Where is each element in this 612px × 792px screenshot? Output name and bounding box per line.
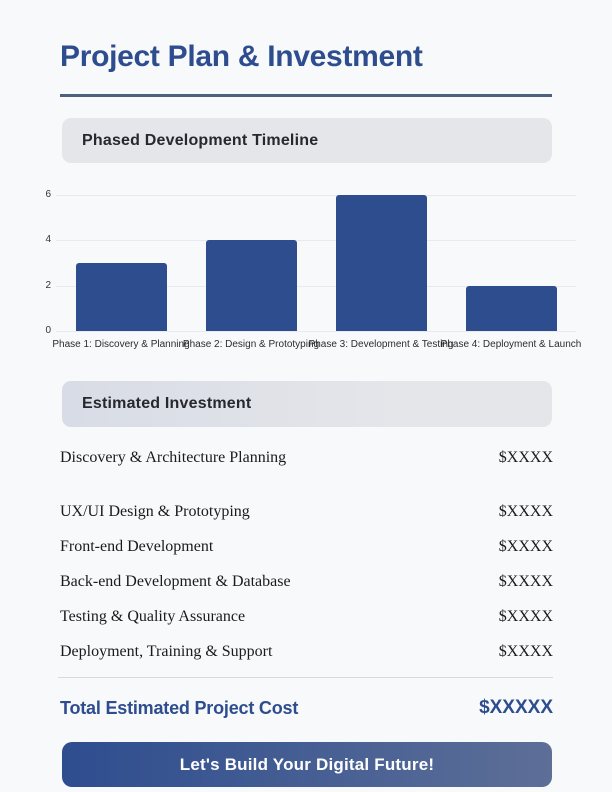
x-tick-label: Phase 3: Development & Testing xyxy=(308,339,454,350)
bar xyxy=(465,285,557,331)
gridline xyxy=(56,331,576,332)
cta-button[interactable]: Let's Build Your Digital Future! xyxy=(62,742,552,787)
table-row: Testing & Quality Assurance $XXXX xyxy=(60,608,553,628)
bar xyxy=(335,195,427,331)
row-label: Deployment, Training & Support xyxy=(60,643,273,660)
investment-section-title: Estimated Investment xyxy=(82,395,252,412)
x-tick-label: Phase 2: Design & Prototyping xyxy=(182,339,320,350)
investment-table: Discovery & Architecture Planning $XXXX … xyxy=(60,449,553,678)
row-label: UX/UI Design & Prototyping xyxy=(60,503,250,520)
gridline xyxy=(56,240,576,242)
title-underline-rule xyxy=(60,94,552,97)
total-divider-line xyxy=(58,677,553,678)
table-row: UX/UI Design & Prototyping $XXXX xyxy=(60,503,553,523)
row-value: $XXXX xyxy=(498,503,553,520)
row-label: Discovery & Architecture Planning xyxy=(60,449,287,466)
table-row: Deployment, Training & Support $XXXX xyxy=(60,643,553,663)
timeline-section-header: Phased Development Timeline xyxy=(62,118,552,163)
cta-button-label: Let's Build Your Digital Future! xyxy=(179,754,435,774)
row-value: $XXXX xyxy=(498,573,553,590)
gridline xyxy=(56,195,576,196)
total-row: Total Estimated Project Cost $XXXXX xyxy=(60,695,553,721)
bar xyxy=(205,240,297,331)
page-title: Project Plan & Investment xyxy=(60,40,423,73)
row-label: Testing & Quality Assurance xyxy=(60,608,246,625)
y-tick-label: 0 xyxy=(45,325,51,336)
row-label: Back-end Development & Database xyxy=(60,573,291,590)
y-tick-label: 4 xyxy=(45,234,51,246)
row-value: $XXXX xyxy=(498,643,553,660)
x-tick-label: Phase 4: Deployment & Launch xyxy=(440,339,582,350)
row-value: $XXXX xyxy=(498,538,553,555)
row-value: $XXXX xyxy=(498,608,553,625)
bar xyxy=(75,263,167,331)
table-row: Discovery & Architecture Planning $XXXX xyxy=(60,449,553,469)
y-tick-label: 2 xyxy=(45,279,51,291)
total-value: $XXXXX xyxy=(479,697,553,718)
total-label: Total Estimated Project Cost xyxy=(60,697,299,718)
x-tick-label: Phase 1: Discovery & Planning xyxy=(52,339,190,350)
investment-section-header: Estimated Investment xyxy=(62,381,552,427)
row-value: $XXXX xyxy=(498,449,553,466)
table-row: Front-end Development $XXXX xyxy=(60,538,553,558)
row-label: Front-end Development xyxy=(60,538,214,555)
gridline xyxy=(56,285,576,287)
phase-timeline-bar-chart: 0 2 4 6 Phase 1: Discovery & Planning Phase 2… xyxy=(0,0,612,360)
table-row: Back-end Development & Database $XXXX xyxy=(60,573,553,593)
timeline-section-title: Phased Development Timeline xyxy=(82,131,319,149)
y-tick-label: 6 xyxy=(45,189,51,200)
